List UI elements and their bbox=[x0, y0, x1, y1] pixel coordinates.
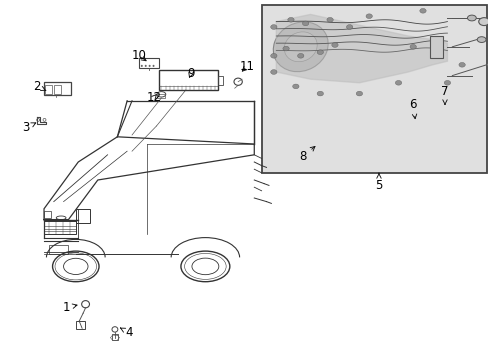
Text: 3: 3 bbox=[22, 121, 36, 134]
Bar bbox=[44, 221, 76, 234]
Bar bbox=[44, 82, 71, 95]
Ellipse shape bbox=[287, 18, 293, 22]
Ellipse shape bbox=[270, 54, 276, 58]
Ellipse shape bbox=[141, 65, 142, 67]
Bar bbox=[157, 94, 165, 98]
Bar bbox=[44, 211, 51, 218]
Ellipse shape bbox=[144, 65, 146, 67]
Ellipse shape bbox=[292, 84, 298, 89]
Bar bbox=[261, 5, 486, 173]
Bar bbox=[76, 209, 90, 223]
Ellipse shape bbox=[302, 21, 308, 26]
Ellipse shape bbox=[419, 9, 425, 13]
Bar bbox=[76, 321, 85, 329]
Text: 8: 8 bbox=[299, 147, 314, 163]
Text: 7: 7 bbox=[440, 85, 448, 104]
Bar bbox=[49, 245, 68, 254]
Text: 5: 5 bbox=[374, 173, 382, 192]
Bar bbox=[54, 85, 61, 94]
Ellipse shape bbox=[284, 32, 317, 62]
Bar bbox=[217, 76, 223, 85]
Ellipse shape bbox=[283, 46, 289, 51]
Text: 9: 9 bbox=[186, 67, 194, 80]
Ellipse shape bbox=[152, 65, 154, 67]
Ellipse shape bbox=[273, 22, 327, 72]
Ellipse shape bbox=[409, 45, 415, 49]
Ellipse shape bbox=[270, 70, 276, 74]
Bar bbox=[45, 85, 52, 94]
Bar bbox=[112, 334, 118, 340]
Ellipse shape bbox=[478, 18, 488, 26]
Bar bbox=[139, 58, 159, 68]
Text: 6: 6 bbox=[408, 98, 416, 119]
Ellipse shape bbox=[326, 18, 333, 22]
Ellipse shape bbox=[316, 91, 323, 96]
Text: 1: 1 bbox=[62, 301, 77, 314]
Ellipse shape bbox=[148, 65, 150, 67]
Ellipse shape bbox=[331, 43, 338, 47]
Text: 10: 10 bbox=[132, 49, 146, 62]
Ellipse shape bbox=[365, 14, 372, 18]
Ellipse shape bbox=[394, 81, 401, 85]
Text: 2: 2 bbox=[33, 80, 46, 93]
Ellipse shape bbox=[476, 37, 485, 42]
Ellipse shape bbox=[458, 62, 465, 67]
Text: 4: 4 bbox=[120, 327, 133, 339]
Text: 12: 12 bbox=[146, 91, 161, 104]
Bar bbox=[159, 70, 217, 90]
Ellipse shape bbox=[316, 50, 323, 54]
Ellipse shape bbox=[486, 62, 488, 68]
Text: 11: 11 bbox=[239, 60, 254, 73]
Ellipse shape bbox=[443, 81, 450, 85]
Ellipse shape bbox=[356, 91, 362, 96]
Ellipse shape bbox=[346, 24, 352, 29]
Bar bbox=[429, 36, 442, 58]
Ellipse shape bbox=[270, 24, 276, 29]
Ellipse shape bbox=[467, 15, 475, 21]
Polygon shape bbox=[276, 14, 447, 83]
Ellipse shape bbox=[297, 54, 303, 58]
